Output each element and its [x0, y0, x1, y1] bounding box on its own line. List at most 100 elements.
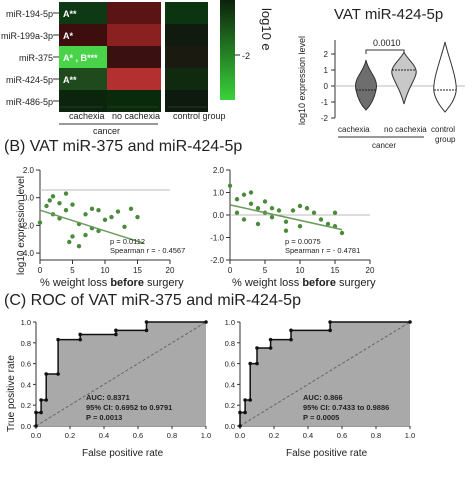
violin-ytick: -1: [321, 98, 329, 107]
roc-ytick: 0.0: [225, 422, 235, 431]
scatter-ytick: -2.0: [20, 221, 34, 230]
scatter-point: [269, 215, 275, 220]
heatmap-cell: [107, 2, 161, 24]
violin-cat-no-cachexia: no cachexia: [384, 125, 427, 134]
heatmap-row-label: miR-486-5p: [6, 97, 53, 107]
panel-b-right-trendline: [229, 204, 343, 231]
heatmap-group-cancer: cancer: [93, 126, 120, 136]
scatter-point: [83, 232, 88, 238]
roc-point: [268, 346, 273, 350]
roc-point: [78, 332, 82, 337]
scatter-ytick: -1.0: [210, 234, 224, 243]
roc-xtick: 0.0: [235, 431, 245, 440]
roc-point: [144, 328, 149, 333]
scatter-point: [297, 203, 303, 209]
heatmap-row-label: miR-375: [19, 53, 53, 63]
heatmap-cell: [107, 90, 161, 112]
panel-c-left-p: P = 0.0013: [86, 413, 122, 422]
roc-area: [240, 322, 410, 426]
roc-point: [34, 410, 38, 415]
scatter-point: [325, 221, 331, 227]
roc-point: [328, 320, 332, 324]
panel-b-title: (B) VAT miR-375 and miR-424-5p: [4, 138, 243, 155]
panel-b-left-r: Spearman r = - 0.4567: [110, 246, 185, 255]
violin-ytick: 0: [324, 82, 329, 91]
panel-b-xlabel-left: % weight loss before surgery: [40, 277, 184, 289]
scatter-point: [135, 214, 140, 220]
roc-xtick: 1.0: [405, 431, 415, 440]
panel-b-right-r: Spearman r = - 0.4781: [285, 246, 360, 255]
heatmap-chart: miR-194-5p miR-199a-3p miR-375 miR-424-5p mi…: [1, 0, 274, 136]
heatmap-cell-annotation: A**: [63, 75, 77, 85]
panel-c-xlabel-left: False positive rate: [82, 448, 164, 459]
scatter-ytick: 0.0: [23, 194, 35, 203]
scatter-point: [37, 220, 43, 225]
violin-pvalue: 0.0010: [373, 38, 401, 48]
violin-ylabel: log10 expression level: [297, 36, 307, 125]
violin-cat-cachexia: cachexia: [338, 125, 370, 134]
scatter-point: [234, 210, 240, 215]
scatter-point: [234, 197, 240, 202]
panel-c-left-ci: 95% CI: 0.6952 to 0.9791: [86, 403, 172, 412]
panel-c-roc: True positive rate 0.00.00.20.20.40.40.6…: [6, 318, 415, 459]
heatmap-cell: [59, 46, 107, 68]
heatmap-cell: [59, 68, 107, 90]
roc-xtick: 0.8: [167, 431, 177, 440]
panel-b-left-p: p = 0.0112: [110, 237, 145, 246]
roc-point: [243, 398, 247, 402]
roc-ytick: 0.6: [225, 360, 235, 369]
violin-ytick: -2: [321, 114, 329, 123]
roc-ytick: 0.4: [225, 380, 235, 389]
heatmap-cell-annotation: A* , B***: [63, 53, 98, 63]
roc-point: [238, 424, 242, 428]
roc-ytick: 0.4: [21, 380, 31, 389]
panel-b-ylabel: log10 expression level: [16, 176, 27, 275]
roc-point: [268, 337, 273, 342]
heatmap-cell: [165, 46, 208, 68]
heatmap-cell: [107, 46, 161, 68]
violin-title: VAT miR-424-5p: [334, 6, 444, 23]
violin-cat-control-2: group: [435, 135, 456, 144]
heatmap-row-label: miR-199a-3p: [1, 31, 53, 41]
roc-ytick: 0.8: [21, 339, 31, 348]
scatter-point: [269, 206, 275, 211]
scatter-point: [47, 198, 52, 203]
scatter-xtick: 10: [101, 266, 110, 275]
scatter-point: [109, 214, 114, 220]
scatter-point: [241, 192, 247, 197]
roc-point: [255, 346, 259, 350]
scatter-point: [227, 183, 233, 188]
roc-point: [289, 337, 293, 342]
roc-point: [328, 328, 332, 333]
scatter-point: [318, 217, 324, 222]
roc-point: [238, 410, 242, 415]
scatter-point: [76, 243, 82, 249]
scatter-xtick: 0: [38, 266, 43, 275]
violin-ytick: 1: [324, 66, 329, 75]
panel-c-left-auc: AUC: 0.8371: [86, 393, 130, 402]
roc-point: [34, 424, 38, 428]
scatter-point: [241, 217, 247, 222]
roc-xtick: 0.2: [269, 431, 279, 440]
roc-ytick: 1.0: [21, 318, 31, 327]
scatter-point: [248, 201, 254, 206]
heatmap-col-no-cachexia: no cachexia: [112, 111, 160, 121]
roc-xtick: 0.2: [65, 431, 75, 440]
scatter-xtick: 15: [133, 266, 142, 275]
panel-b-left-trendline: [39, 209, 145, 245]
heatmap-cell: [165, 2, 208, 24]
scatter-point: [290, 208, 296, 213]
roc-ytick: 0.6: [21, 360, 31, 369]
violin-no-cachexia: [391, 50, 417, 105]
scatter-point: [44, 203, 49, 209]
panel-b-xlabel-right: % weight loss before surgery: [232, 277, 376, 289]
scatter-point: [339, 230, 345, 236]
panel-b: log10 expression level 2.0 0.0 -2.0 -4.0 0 5 1…: [0, 160, 474, 290]
scatter-xtick: 20: [366, 266, 375, 275]
panel-b-right-p: p = 0.0075: [285, 237, 321, 246]
scatter-point: [102, 217, 108, 223]
scatter-point: [262, 199, 268, 204]
roc-xtick: 0.8: [371, 431, 381, 440]
roc-point: [248, 361, 252, 366]
roc-point: [39, 398, 43, 402]
